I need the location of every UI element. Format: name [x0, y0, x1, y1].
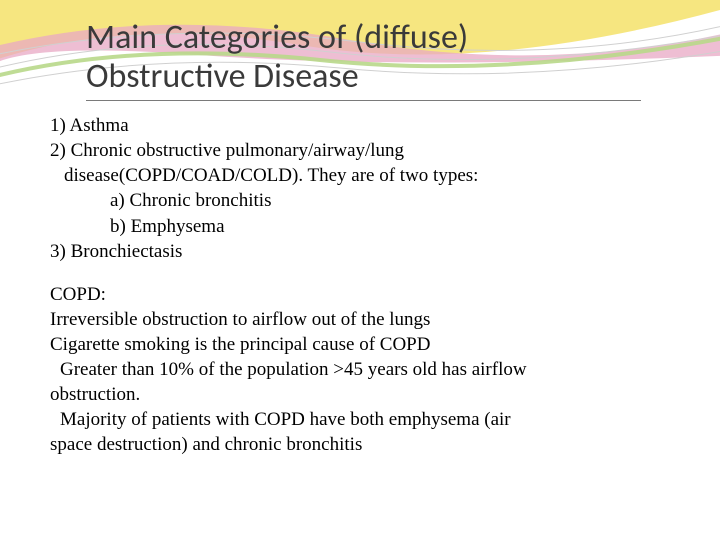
copd-p4-line1: Majority of patients with COPD have both… [50, 407, 670, 432]
list-item-2b: b) Emphysema [50, 214, 670, 239]
copd-p1: Irreversible obstruction to airflow out … [50, 307, 670, 332]
copd-heading: COPD: [50, 282, 670, 307]
list-item-2-line1: 2) Chronic obstructive pulmonary/airway/… [50, 138, 670, 163]
copd-p4-line2: space destruction) and chronic bronchiti… [50, 432, 670, 457]
list-item-3: 3) Bronchiectasis [50, 239, 670, 264]
title-underline [86, 100, 641, 101]
list-item-1: 1) Asthma [50, 113, 670, 138]
copd-p3-line2: obstruction. [50, 382, 670, 407]
title-line-2: Obstructive Disease [86, 56, 359, 97]
copd-p3-line1: Greater than 10% of the population >45 y… [50, 357, 670, 382]
body-text: 1) Asthma 2) Chronic obstructive pulmona… [50, 113, 670, 457]
slide-content: Main Categories of (diffuse) Obstructive… [0, 0, 720, 457]
slide-title: Main Categories of (diffuse) Obstructive… [86, 18, 670, 96]
copd-p2: Cigarette smoking is the principal cause… [50, 332, 670, 357]
title-line-1: Main Categories of (diffuse) [86, 17, 468, 58]
list-item-2-line2: disease(COPD/COAD/COLD). They are of two… [50, 163, 670, 188]
list-item-2a: a) Chronic bronchitis [50, 188, 670, 213]
